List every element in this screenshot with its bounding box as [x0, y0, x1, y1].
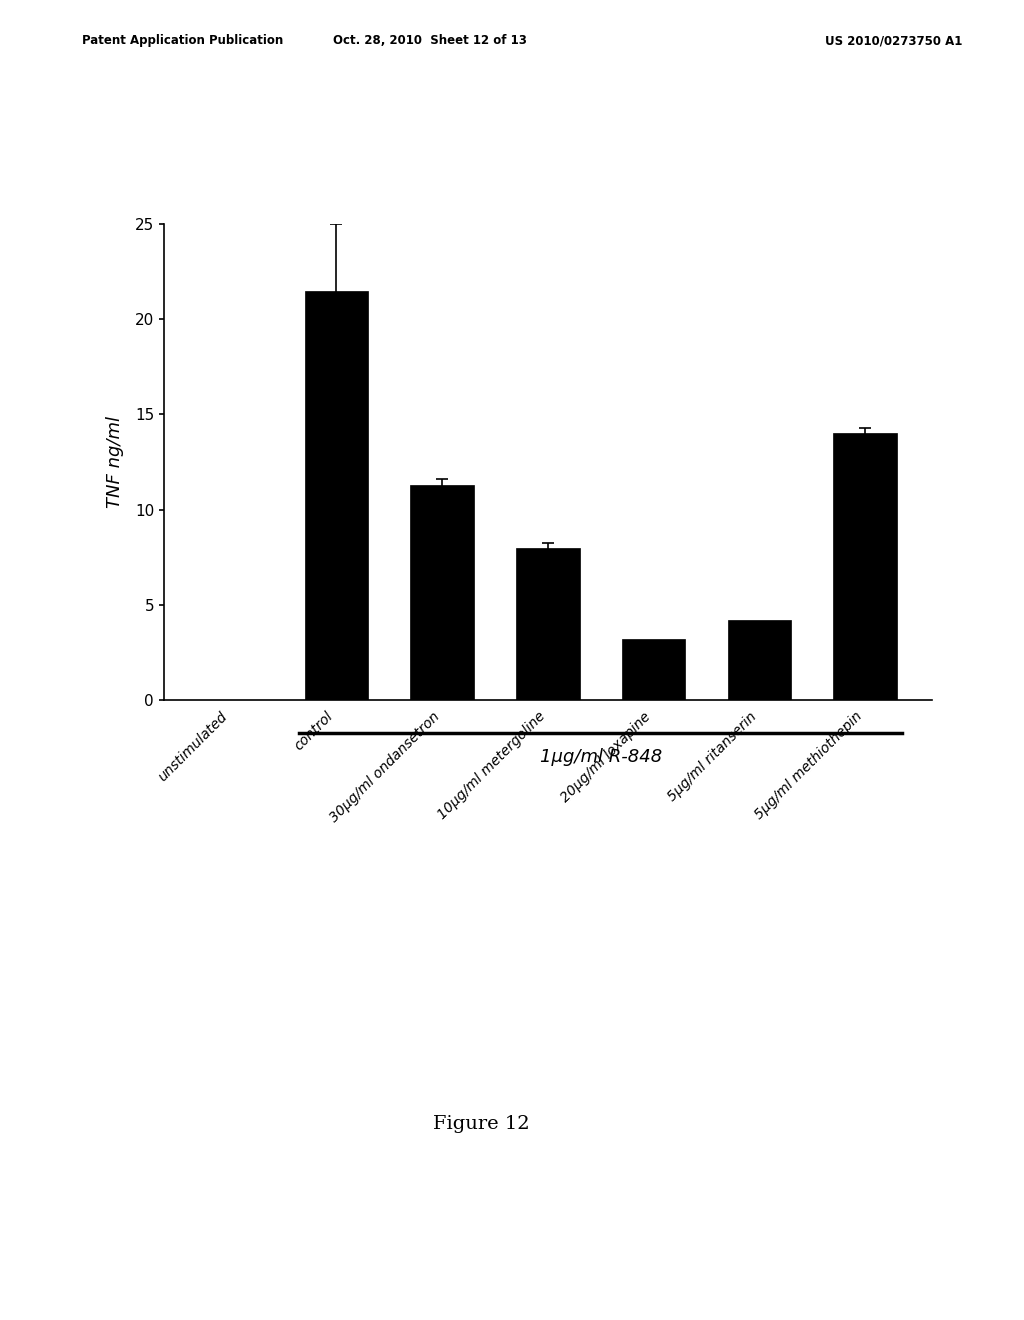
Bar [834, 433, 897, 700]
Bar [622, 639, 685, 700]
Text: 1μg/ml R-848: 1μg/ml R-848 [540, 748, 662, 767]
Bar [411, 484, 474, 700]
Bar [516, 548, 580, 700]
Y-axis label: TNF ng/ml: TNF ng/ml [105, 416, 124, 508]
Text: Patent Application Publication: Patent Application Publication [82, 34, 284, 48]
Bar [728, 620, 792, 700]
Text: Figure 12: Figure 12 [433, 1115, 529, 1134]
Text: US 2010/0273750 A1: US 2010/0273750 A1 [825, 34, 963, 48]
Bar [304, 290, 368, 700]
Text: Oct. 28, 2010  Sheet 12 of 13: Oct. 28, 2010 Sheet 12 of 13 [333, 34, 527, 48]
